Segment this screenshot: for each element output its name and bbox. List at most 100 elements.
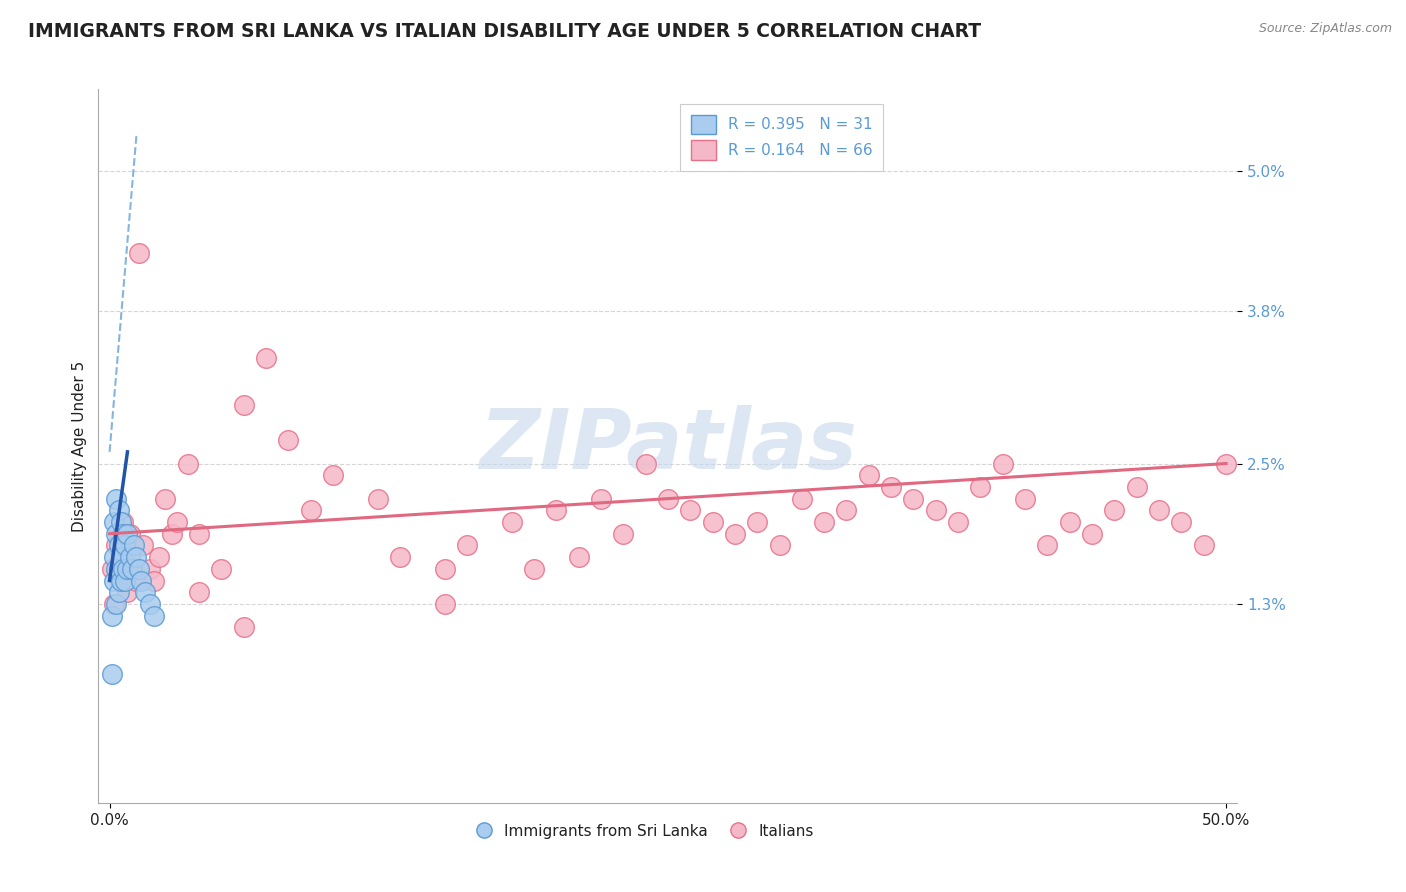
Point: [1147, 503, 1170, 517]
Point: [103, 597, 125, 611]
Point: [117, 585, 139, 599]
Point: [1170, 515, 1192, 529]
Point: [139, 562, 162, 576]
Point: [747, 515, 769, 529]
Point: [107, 585, 129, 599]
Point: [1215, 457, 1237, 471]
Point: [187, 526, 209, 541]
Point: [724, 526, 747, 541]
Point: [110, 550, 132, 565]
Point: [187, 585, 209, 599]
Point: [105, 491, 128, 506]
Point: [634, 457, 657, 471]
Point: [111, 515, 134, 529]
Text: IMMIGRANTS FROM SRI LANKA VS ITALIAN DISABILITY AGE UNDER 5 CORRELATION CHART: IMMIGRANTS FROM SRI LANKA VS ITALIAN DIS…: [28, 22, 981, 41]
Point: [456, 538, 478, 552]
Point: [128, 562, 150, 576]
Point: [322, 468, 344, 483]
Point: [111, 526, 134, 541]
Point: [143, 574, 166, 588]
Point: [134, 585, 156, 599]
Point: [835, 503, 858, 517]
Point: [105, 538, 128, 552]
Point: [160, 526, 183, 541]
Point: [117, 526, 139, 541]
Point: [1192, 538, 1215, 552]
Point: [1036, 538, 1059, 552]
Point: [388, 550, 411, 565]
Point: [110, 574, 132, 588]
Point: [177, 457, 200, 471]
Point: [790, 491, 813, 506]
Point: [101, 667, 124, 681]
Point: [232, 398, 254, 412]
Point: [105, 562, 128, 576]
Point: [501, 515, 523, 529]
Point: [946, 515, 969, 529]
Point: [903, 491, 925, 506]
Point: [702, 515, 724, 529]
Point: [114, 550, 136, 565]
Point: [107, 503, 129, 517]
Point: [880, 480, 903, 494]
Point: [107, 562, 129, 576]
Point: [110, 574, 132, 588]
Point: [122, 538, 145, 552]
Point: [111, 562, 134, 576]
Point: [148, 550, 170, 565]
Point: [299, 503, 322, 517]
Point: [105, 526, 128, 541]
Point: [121, 562, 143, 576]
Point: [657, 491, 679, 506]
Point: [254, 351, 277, 366]
Point: [155, 491, 177, 506]
Point: [589, 491, 612, 506]
Point: [991, 457, 1014, 471]
Point: [101, 562, 124, 576]
Point: [139, 597, 162, 611]
Point: [125, 574, 148, 588]
Point: [679, 503, 702, 517]
Point: [1014, 491, 1036, 506]
Point: [118, 550, 141, 565]
Point: [128, 246, 150, 260]
Point: [768, 538, 790, 552]
Point: [121, 562, 143, 576]
Point: [129, 574, 152, 588]
Text: ZIPatlas: ZIPatlas: [479, 406, 856, 486]
Point: [101, 608, 124, 623]
Point: [103, 550, 125, 565]
Point: [132, 538, 155, 552]
Point: [1081, 526, 1104, 541]
Point: [209, 562, 232, 576]
Point: [118, 526, 141, 541]
Legend: Immigrants from Sri Lanka, Italians: Immigrants from Sri Lanka, Italians: [471, 818, 820, 845]
Point: [523, 562, 546, 576]
Point: [114, 538, 136, 552]
Point: [110, 515, 132, 529]
Point: [143, 608, 166, 623]
Point: [107, 538, 129, 552]
Point: [612, 526, 634, 541]
Point: [1126, 480, 1149, 494]
Y-axis label: Disability Age Under 5: Disability Age Under 5: [72, 360, 87, 532]
Point: [367, 491, 389, 506]
Point: [925, 503, 948, 517]
Point: [858, 468, 880, 483]
Point: [567, 550, 589, 565]
Point: [433, 562, 456, 576]
Point: [1059, 515, 1081, 529]
Point: [277, 433, 299, 447]
Point: [166, 515, 188, 529]
Point: [117, 562, 139, 576]
Text: Source: ZipAtlas.com: Source: ZipAtlas.com: [1258, 22, 1392, 36]
Point: [232, 620, 254, 634]
Point: [969, 480, 991, 494]
Point: [114, 574, 136, 588]
Point: [546, 503, 568, 517]
Point: [103, 574, 125, 588]
Point: [105, 597, 128, 611]
Point: [125, 550, 148, 565]
Point: [103, 515, 125, 529]
Point: [1104, 503, 1126, 517]
